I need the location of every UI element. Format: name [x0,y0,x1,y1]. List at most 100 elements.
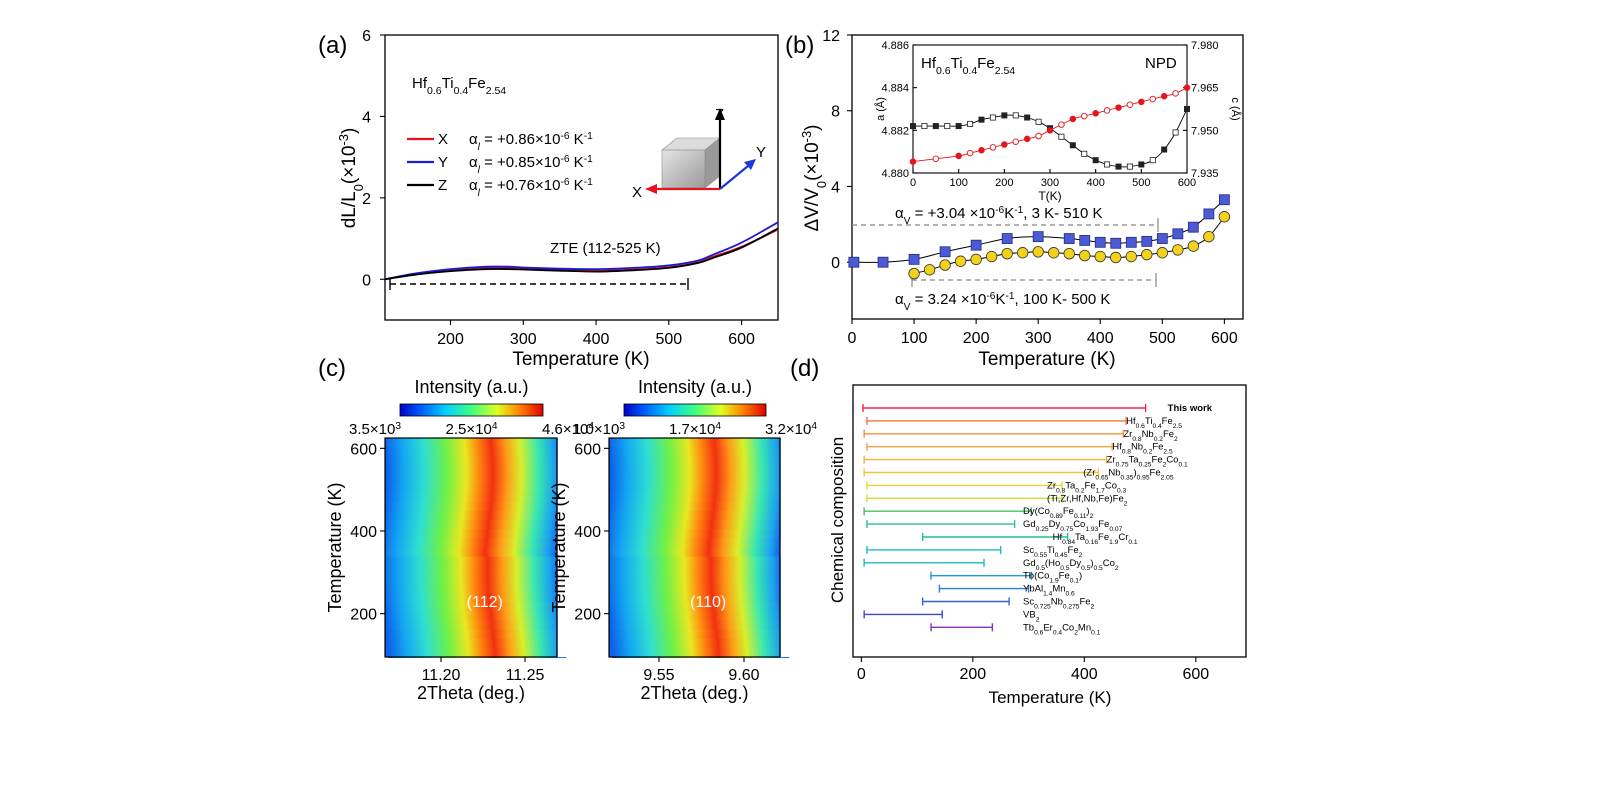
range-bar-label: YbAl1.4​Mn0.6​ [1023,584,1075,598]
range-bar-label: Hf0.84​Ta0.16​Fe1.9​Cr0.1​ [1053,532,1138,546]
y-tick-label: 12 [822,28,840,45]
x-tick-label: 200 [963,330,990,347]
panel-b-annotation-top: αV​ = +3.04 ×10-6​K-1​, 3 K- 510 K [895,205,1103,227]
heatmap-slice [605,574,783,585]
heatmap-slice [605,520,783,531]
data-point-circle [1001,247,1013,260]
data-point-circle [1125,250,1137,263]
data-point-square [1187,221,1199,233]
heatmap-slice [603,538,781,549]
inset-c-point [1160,92,1168,100]
data-point-square [1156,233,1168,244]
panel-b-y-label: ΔV/V0​(×10-3​) [799,125,829,232]
panel-c-label: (c) [318,355,346,382]
inset-x-tick-label: 500 [1132,177,1150,189]
data-point-square [939,246,951,258]
heatmap-slice [606,593,784,604]
y-axis-label: Temperature (K) [325,482,345,612]
inset-a-point [955,123,962,130]
inset-c-point [932,155,940,163]
heatmap-mask-right [557,438,570,657]
heatmap-slice [608,438,786,449]
colorbar-title: Intensity (a.u.) [638,377,752,397]
inset-c-point [1115,104,1122,111]
colorbar-title: Intensity (a.u.) [414,377,528,397]
inset-c-point [1092,110,1099,117]
legend-axis-z: Z [438,177,447,194]
y-tick-label: 4 [831,179,840,196]
data-point-square [1203,208,1215,220]
cube-diagram: Z X Y [632,106,766,201]
data-point-square [908,253,920,265]
inset-c-point [1103,107,1111,114]
panel-a-x-ticks: 200 300 400 500 600 [437,320,755,348]
y-tick-label: 200 [350,607,377,624]
range-bar: Tb0.6​Er0.4​Co2​Mn0.1​ [930,622,1101,636]
colorbar [399,403,544,417]
x-tick-label: 600 [728,331,755,348]
panel-d-y-label: Chemical composition [828,437,847,603]
x-tick-label: 600 [1182,666,1209,683]
panel-d-x-ticks: 0 200 400 600 [857,657,1209,683]
data-point-square [1218,194,1230,206]
heatmap-slice [610,629,788,640]
x-tick-label: 400 [583,331,610,348]
range-bar: (Ti,Zr,Hf,Nb,Fe)Fe2​ [866,493,1128,507]
data-point-circle [1172,244,1184,256]
data-point-square [848,256,860,268]
range-bar: (Zr0.65​Nb0.35​)0.95​Fe2.05​ [863,468,1174,481]
inset-title: Hf0.6​Ti0.4​Fe2.54​ [921,55,1015,77]
x-tick-label: 100 [901,330,928,347]
inset-c-point [978,146,985,154]
inset-x-tick-label: 100 [949,177,967,189]
cube-axis-z: Z [715,106,724,123]
y-tick-label: 2 [362,191,371,208]
heatmap-slice [602,547,780,558]
heatmap-slice [382,511,561,522]
inset-a-point [1001,112,1008,119]
inset-c-point [1023,135,1031,143]
heatmap-slice [384,492,563,503]
x-tick-label: 300 [1025,330,1052,347]
range-bar: Zr0.8​Nb0.2​Fe2​ [863,429,1178,442]
range-bar-label: Sc0.55​Ti0.45​Fe2​ [1023,545,1083,559]
x-axis-label: 2Theta (deg.) [417,683,525,703]
heatmap-slice [385,447,564,458]
alpha-range-lines [852,218,1159,287]
colorbar [623,403,767,417]
range-bar-label: Tb0.6​Er0.4​Co2​Mn0.1​ [1023,622,1101,636]
data-point-circle [1016,247,1029,259]
inset-a-point [989,114,996,121]
cube-axis-x: X [632,184,642,201]
data-point-circle [1187,240,1200,252]
heatmap-slice [605,584,783,595]
inset-left-tick-label: 4.886 [881,40,909,52]
inset-a-point [1081,150,1088,157]
range-bar: Zr0.75​Ta0.25​Fe2​Co0.1​ [863,455,1188,468]
heatmap-slice [384,438,563,449]
panel-a-series [384,221,779,281]
inset-left-tick-label: 4.880 [881,168,909,180]
inset-c-point [1012,138,1020,145]
inset-x-tick-label: 600 [1178,177,1196,189]
range-bar: Sc0.725​Nb0.275​Fe2​ [921,597,1095,610]
range-bar: VB2​ [863,609,1040,623]
ZTE-range-bracket [389,278,689,290]
legend-axis-y: Y [438,154,448,171]
y-tick-label: 400 [350,524,377,541]
heatmap-slice [605,565,783,576]
range-bar: Gd0.5​(Ho0.5​Dy0.5​)0.5​Co2​ [863,558,1119,572]
range-bar-label: Gd0.5​(Ho0.5​Dy0.5​)0.5​Co2​ [1023,558,1119,572]
heatmap-slice [385,483,564,494]
inset-a-point [1184,106,1191,113]
inset-a-point [1126,163,1133,170]
heatmap-slice [607,602,785,613]
panel-b-inset: 0 100 200 300 400 500 600 4.880 4.882 4.884 4.886… [874,40,1242,203]
x-tick-label: 500 [655,331,682,348]
x-tick-label: 200 [959,666,986,683]
y-tick-label: 6 [362,28,371,45]
heatmap-slice [605,556,783,567]
inset-right-tick-label: 7.965 [1191,83,1219,95]
inset-x-tick-label: 200 [995,177,1013,189]
heatmap-mask-right [780,438,793,657]
